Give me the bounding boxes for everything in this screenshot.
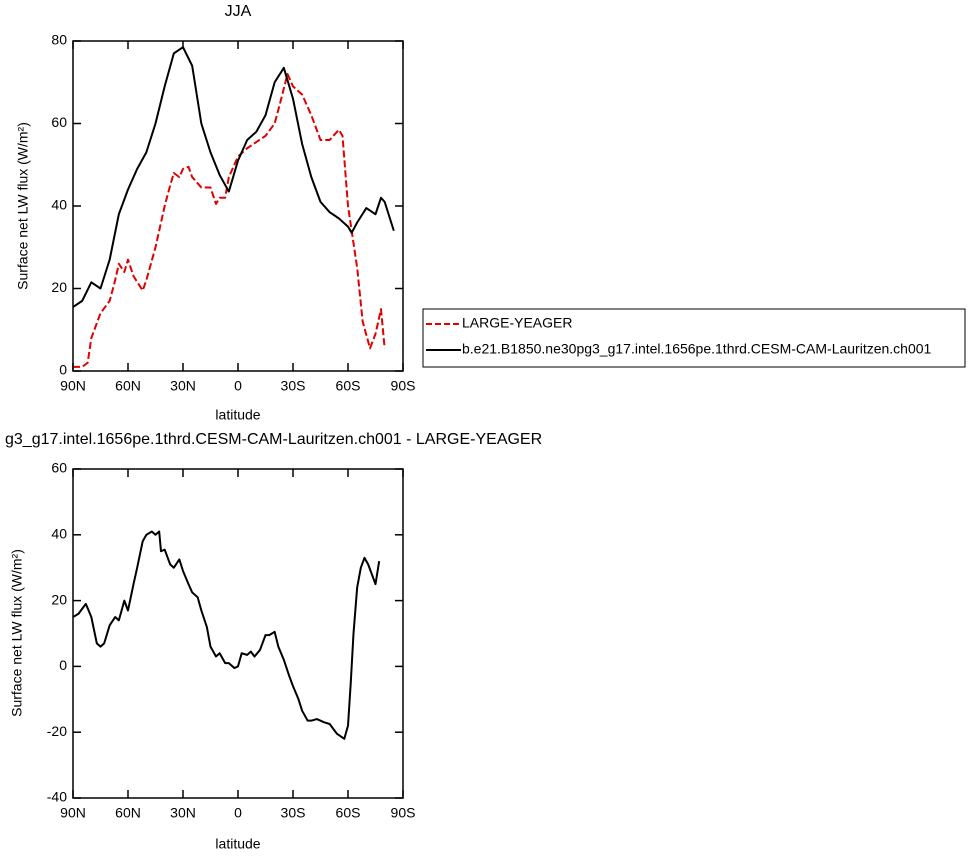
y-tick-label: 40 [51,197,67,213]
y-tick-label: 0 [59,657,67,673]
x-axis-label: latitude [215,407,260,423]
y-tick-label: 20 [51,279,67,295]
y-tick-label: 40 [51,526,67,542]
y-axis-label: Surface net LW flux (W/m²) [15,122,31,290]
x-tick-label: 30N [170,805,196,821]
y-tick-label: 0 [59,362,67,378]
x-tick-label: 90N [60,805,86,821]
x-tick-label: 30S [281,805,306,821]
legend-label: LARGE-YEAGER [462,315,572,331]
x-tick-label: 30N [170,378,196,394]
chart-title: g3_g17.intel.1656pe.1thrd.CESM-CAM-Lauri… [5,431,542,448]
x-tick-label: 90S [391,378,416,394]
x-tick-label: 0 [234,378,242,394]
x-tick-label: 60S [336,378,361,394]
legend: LARGE-YEAGER b.e21.B1850.ne30pg3_g17.int… [422,308,966,368]
y-tick-label: -20 [47,723,67,739]
y-tick-label: 60 [51,114,67,130]
y-tick-label: 60 [51,460,67,476]
data-line [73,73,386,368]
x-tick-label: 60N [115,805,141,821]
data-line [72,46,395,308]
x-tick-label: 30S [281,378,306,394]
y-tick-label: 80 [51,32,67,48]
x-tick-label: 60S [336,805,361,821]
y-tick-label: -40 [47,789,67,805]
chart-title: JJA [225,3,252,20]
x-tick-label: 0 [234,805,242,821]
y-tick-label: 20 [51,591,67,607]
legend-label: b.e21.B1850.ne30pg3_g17.intel.1656pe.1th… [462,341,932,357]
x-tick-label: 60N [115,378,141,394]
x-tick-label: 90N [60,378,86,394]
data-line [72,530,381,740]
legend-box [422,308,966,368]
x-tick-label: 90S [391,805,416,821]
y-axis-label: Surface net LW flux (W/m²) [9,549,25,717]
plot-frame [72,40,404,372]
plot-frame [72,468,404,799]
x-axis-label: latitude [215,836,260,852]
